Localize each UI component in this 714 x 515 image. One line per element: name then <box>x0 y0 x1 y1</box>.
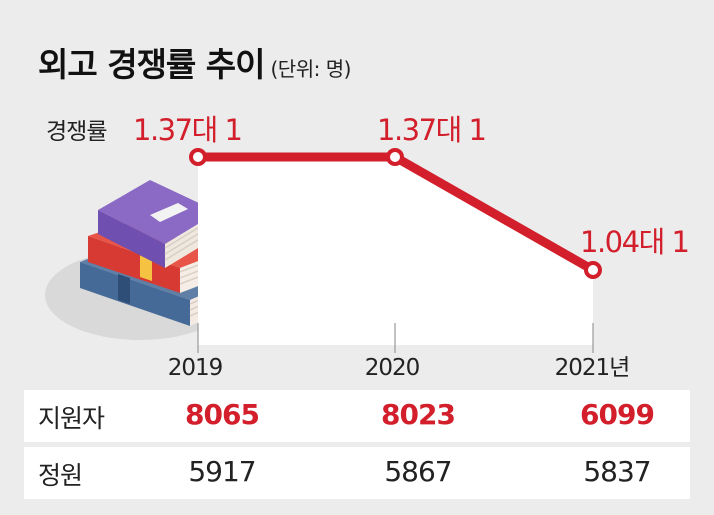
chart-title: 외고 경쟁률 추이 (단위: 명) <box>38 45 352 84</box>
capacity-2020: 5867 <box>384 455 452 488</box>
capacity-2021: 5837 <box>583 455 651 488</box>
x-tick-label-2020: 2020 <box>365 355 420 381</box>
data-point-2021년 <box>584 261 602 279</box>
unit-label: (단위: 명) <box>270 57 352 81</box>
row-label-capacity: 정원 <box>38 461 83 490</box>
area-fill <box>198 157 593 345</box>
table-row-capacity: 정원 5917 5867 5837 <box>24 447 690 499</box>
series-label: 경쟁률 <box>46 119 107 145</box>
table-row-applicants: 지원자 8065 8023 6099 <box>24 390 690 442</box>
value-label-2019: 1.37대 1 <box>133 113 241 147</box>
x-tick-label-2021년: 2021년 <box>555 355 630 381</box>
x-tick-label-2019: 2019 <box>168 355 223 381</box>
line-chart: 1.37대 1 1.37대 1 1.04대 1 2019 2020 2021년 <box>45 113 690 381</box>
applicants-2019: 8065 <box>185 398 260 431</box>
value-label-2020: 1.37대 1 <box>377 113 485 147</box>
value-label-2021년: 1.04대 1 <box>580 225 688 259</box>
capacity-2019: 5917 <box>188 455 256 488</box>
data-point-2019 <box>189 148 207 166</box>
applicants-2020: 8023 <box>381 398 456 431</box>
applicants-2021: 6099 <box>580 398 655 431</box>
data-point-2020 <box>386 148 404 166</box>
plot-area: 1.37대 1 1.37대 1 1.04대 1 2019 2020 2021년 <box>133 113 690 381</box>
row-label-applicants: 지원자 <box>38 404 105 433</box>
